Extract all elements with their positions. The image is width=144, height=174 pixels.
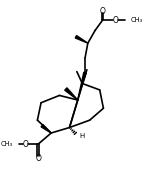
Polygon shape [78, 72, 86, 100]
Text: O: O [100, 7, 105, 16]
Text: H: H [80, 133, 85, 139]
Text: CH₃: CH₃ [1, 141, 13, 147]
Polygon shape [65, 88, 78, 100]
Polygon shape [75, 35, 88, 43]
Text: O: O [35, 154, 41, 163]
Text: O: O [112, 16, 118, 25]
Polygon shape [41, 125, 51, 133]
Text: O: O [23, 140, 28, 149]
Text: CH₃: CH₃ [131, 17, 143, 23]
